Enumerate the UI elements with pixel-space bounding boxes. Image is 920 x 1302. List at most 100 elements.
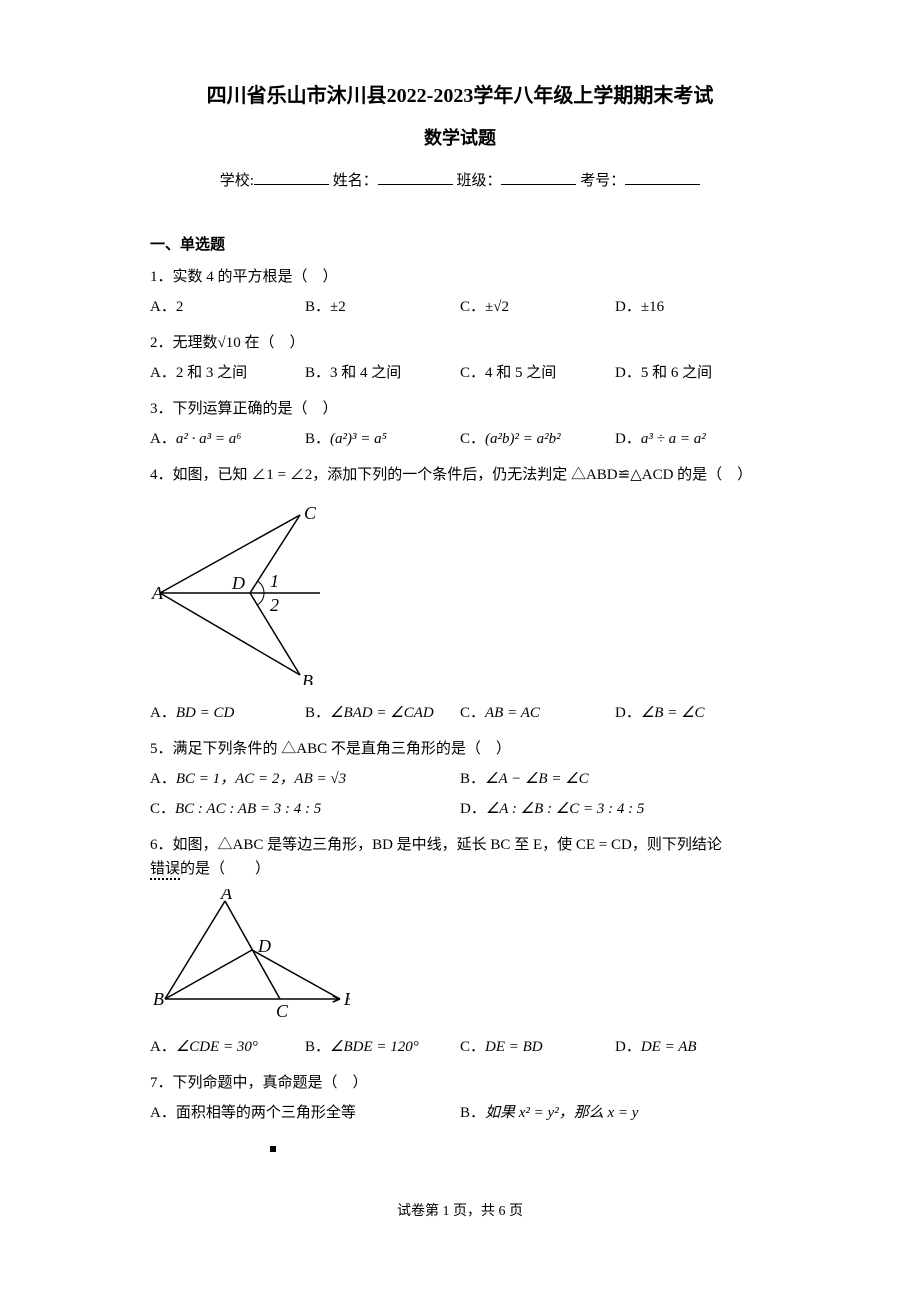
q2-b-label: B． xyxy=(305,365,330,381)
q4-d-label: D． xyxy=(615,705,641,721)
q6-opt-c: C．DE = BD xyxy=(460,1035,615,1059)
q3-d-text: a³ ÷ a = a² xyxy=(641,431,706,447)
q1-d-text: ±16 xyxy=(641,299,664,315)
q4-num: 4 xyxy=(150,467,158,483)
q1-a-label: A． xyxy=(150,299,176,315)
q6-options: A．∠CDE = 30° B．∠BDE = 120° C．DE = BD D．D… xyxy=(150,1035,770,1059)
q5-stem: 5．满足下列条件的 △ABC 不是直角三角形的是（ ） xyxy=(150,737,770,761)
q6-opt-b: B．∠BDE = 120° xyxy=(305,1035,460,1059)
q5-opt-a: A．BC = 1，AC = 2，AB = √3 xyxy=(150,767,460,791)
examno-blank[interactable] xyxy=(625,170,700,185)
q4-diagram: ACBD12 xyxy=(150,495,330,685)
svg-text:B: B xyxy=(302,671,313,685)
q2-c-text: 4 和 5 之间 xyxy=(485,365,556,381)
q4-figure: ACBD12 xyxy=(150,495,770,693)
q1-text: ．实数 4 的平方根是（ ） xyxy=(158,269,338,285)
q5-d-text: ∠A : ∠B : ∠C = 3 : 4 : 5 xyxy=(486,801,645,817)
q3-b-text: (a²)³ = a⁵ xyxy=(330,431,387,447)
q6-b-text: ∠BDE = 120° xyxy=(330,1039,419,1055)
q5-options-row2: C．BC : AC : AB = 3 : 4 : 5 D．∠A : ∠B : ∠… xyxy=(150,797,770,821)
page-footer: 试卷第 1 页，共 6 页 xyxy=(150,1201,770,1223)
q1-c-text: ±√2 xyxy=(485,299,509,315)
q7-text: ．下列命题中，真命题是（ ） xyxy=(158,1075,368,1091)
q1-d-label: D． xyxy=(615,299,641,315)
q4-opt-a: A．BD = CD xyxy=(150,701,305,725)
class-blank[interactable] xyxy=(501,170,576,185)
q7-a-label: A． xyxy=(150,1105,176,1121)
q7-stem: 7．下列命题中，真命题是（ ） xyxy=(150,1071,770,1095)
q6-c-label: C． xyxy=(460,1039,485,1055)
q3-opt-d: D．a³ ÷ a = a² xyxy=(615,427,770,451)
q1-stem: 1．实数 4 的平方根是（ ） xyxy=(150,265,770,289)
q4-d-text: ∠B = ∠C xyxy=(641,705,705,721)
svg-text:B: B xyxy=(153,989,164,1009)
q4-opt-d: D．∠B = ∠C xyxy=(615,701,770,725)
question-3: 3．下列运算正确的是（ ） A．a² · a³ = a⁶ B．(a²)³ = a… xyxy=(150,397,770,451)
q6-d-label: D． xyxy=(615,1039,641,1055)
svg-text:C: C xyxy=(304,503,317,523)
q1-a-text: 2 xyxy=(176,299,184,315)
q6-d-text: DE = AB xyxy=(641,1039,697,1055)
q5-b-label: B． xyxy=(460,771,485,787)
q2-options: A．2 和 3 之间 B．3 和 4 之间 C．4 和 5 之间 D．5 和 6… xyxy=(150,361,770,385)
q3-d-label: D． xyxy=(615,431,641,447)
q2-opt-c: C．4 和 5 之间 xyxy=(460,361,615,385)
q4-opt-b: B．∠BAD = ∠CAD xyxy=(305,701,460,725)
q6-opt-a: A．∠CDE = 30° xyxy=(150,1035,305,1059)
q2-math: √10 xyxy=(218,335,241,351)
question-5: 5．满足下列条件的 △ABC 不是直角三角形的是（ ） A．BC = 1，AC … xyxy=(150,737,770,821)
q1-options: A．2 B．±2 C．±√2 D．±16 xyxy=(150,295,770,319)
q3-a-text: a² · a³ = a⁶ xyxy=(176,431,242,447)
q1-opt-d: D．±16 xyxy=(615,295,770,319)
q2-opt-b: B．3 和 4 之间 xyxy=(305,361,460,385)
q7-opt-a: A．面积相等的两个三角形全等 xyxy=(150,1101,460,1125)
q3-opt-a: A．a² · a³ = a⁶ xyxy=(150,427,305,451)
examno-label: 考号： xyxy=(580,173,625,189)
name-blank[interactable] xyxy=(378,170,453,185)
q5-c-text: BC : AC : AB = 3 : 4 : 5 xyxy=(175,801,321,817)
svg-text:1: 1 xyxy=(270,571,279,591)
q2-opt-d: D．5 和 6 之间 xyxy=(615,361,770,385)
q6-figure: ABCED xyxy=(150,889,770,1027)
question-6: 6．如图，△ABC 是等边三角形，BD 是中线，延长 BC 至 E，使 CE =… xyxy=(150,833,770,1059)
q4-a-text: BD = CD xyxy=(176,705,234,721)
q2-b-text: 3 和 4 之间 xyxy=(330,365,401,381)
q3-stem: 3．下列运算正确的是（ ） xyxy=(150,397,770,421)
q2-num: 2 xyxy=(150,335,158,351)
q1-opt-b: B．±2 xyxy=(305,295,460,319)
q5-b-text: ∠A − ∠B = ∠C xyxy=(485,771,589,787)
exam-title: 四川省乐山市沐川县2022-2023学年八年级上学期期末考试 xyxy=(150,80,770,112)
section-heading: 一、单选题 xyxy=(150,233,770,257)
q2-opt-a: A．2 和 3 之间 xyxy=(150,361,305,385)
q3-opt-c: C．(a²b)² = a²b² xyxy=(460,427,615,451)
q3-num: 3 xyxy=(150,401,158,417)
q4-stem: 4．如图，已知 ∠1 = ∠2，添加下列的一个条件后，仍无法判定 △ABD≌△A… xyxy=(150,463,770,487)
question-1: 1．实数 4 的平方根是（ ） A．2 B．±2 C．±√2 D．±16 xyxy=(150,265,770,319)
q6-prefix: ．如图，△ABC 是等边三角形，BD 是中线，延长 BC 至 E，使 CE = … xyxy=(158,837,722,853)
q1-opt-a: A．2 xyxy=(150,295,305,319)
q2-a-label: A． xyxy=(150,365,176,381)
q3-c-label: C． xyxy=(460,431,485,447)
q2-d-text: 5 和 6 之间 xyxy=(641,365,712,381)
q2-d-label: D． xyxy=(615,365,641,381)
q3-opt-b: B．(a²)³ = a⁵ xyxy=(305,427,460,451)
svg-text:E: E xyxy=(343,989,350,1009)
exam-subtitle: 数学试题 xyxy=(150,124,770,153)
question-2: 2．无理数√10 在（ ） A．2 和 3 之间 B．3 和 4 之间 C．4 … xyxy=(150,331,770,385)
question-7: 7．下列命题中，真命题是（ ） A．面积相等的两个三角形全等 B．如果 x² =… xyxy=(150,1071,770,1125)
q3-text: ．下列运算正确的是（ ） xyxy=(158,401,338,417)
q5-a-text: BC = 1，AC = 2，AB = √3 xyxy=(176,771,346,787)
q5-a-label: A． xyxy=(150,771,176,787)
school-blank[interactable] xyxy=(254,170,329,185)
q2-a-text: 2 和 3 之间 xyxy=(176,365,247,381)
q5-text: ．满足下列条件的 △ABC 不是直角三角形的是（ ） xyxy=(158,741,511,757)
q4-c-text: AB = AC xyxy=(485,705,540,721)
q6-suffix: 的是（ ） xyxy=(180,861,270,877)
q3-options: A．a² · a³ = a⁶ B．(a²)³ = a⁵ C．(a²b)² = a… xyxy=(150,427,770,451)
decorative-dot-row xyxy=(150,1137,770,1161)
q5-opt-c: C．BC : AC : AB = 3 : 4 : 5 xyxy=(150,797,460,821)
q6-a-text: ∠CDE = 30° xyxy=(176,1039,258,1055)
q5-opt-b: B．∠A − ∠B = ∠C xyxy=(460,767,770,791)
q7-b-label: B． xyxy=(460,1105,485,1121)
q1-opt-c: C．±√2 xyxy=(460,295,615,319)
